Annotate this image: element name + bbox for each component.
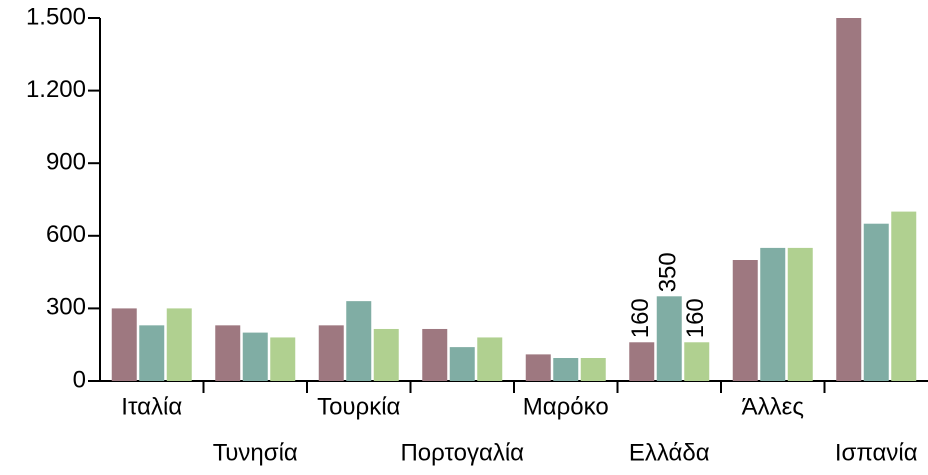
bar — [525, 354, 551, 381]
x-tick-label: Μαρόκο — [523, 393, 609, 420]
y-tick-label: 600 — [46, 221, 86, 248]
bar — [787, 247, 813, 381]
bar — [760, 247, 786, 381]
data-label: 160 — [627, 298, 654, 338]
y-tick-label: 0 — [73, 366, 86, 393]
y-tick-label: 1.500 — [26, 3, 86, 30]
x-tick-label: Τυνησία — [213, 439, 298, 466]
y-tick-label: 1.200 — [26, 76, 86, 103]
bar — [863, 223, 889, 381]
bar — [732, 260, 758, 381]
data-label: 350 — [655, 252, 682, 292]
bar — [139, 325, 165, 381]
y-tick-label: 900 — [46, 149, 86, 176]
bar — [111, 308, 137, 381]
bar — [656, 296, 682, 381]
bar — [346, 301, 372, 381]
bar — [891, 211, 917, 381]
bar — [836, 18, 862, 381]
x-tick-label: Ελλάδα — [629, 439, 710, 466]
bar — [684, 342, 710, 381]
y-tick-label: 300 — [46, 294, 86, 321]
bar — [242, 332, 268, 381]
bar — [449, 347, 475, 381]
x-tick-label: Τουρκία — [317, 393, 400, 420]
x-tick-label: Άλλες — [742, 393, 804, 420]
x-tick-label: Ισπανία — [835, 439, 918, 466]
bar — [318, 325, 344, 381]
x-tick-label: Ιταλία — [121, 393, 182, 420]
bar — [422, 328, 448, 381]
bar — [580, 358, 606, 381]
data-label: 160 — [682, 298, 709, 338]
bar — [373, 328, 399, 381]
bar — [553, 358, 579, 381]
bar — [629, 342, 655, 381]
bar — [477, 337, 503, 381]
x-tick-label: Πορτογαλία — [400, 439, 524, 466]
bar — [215, 325, 241, 381]
bar — [270, 337, 296, 381]
bar — [166, 308, 192, 381]
